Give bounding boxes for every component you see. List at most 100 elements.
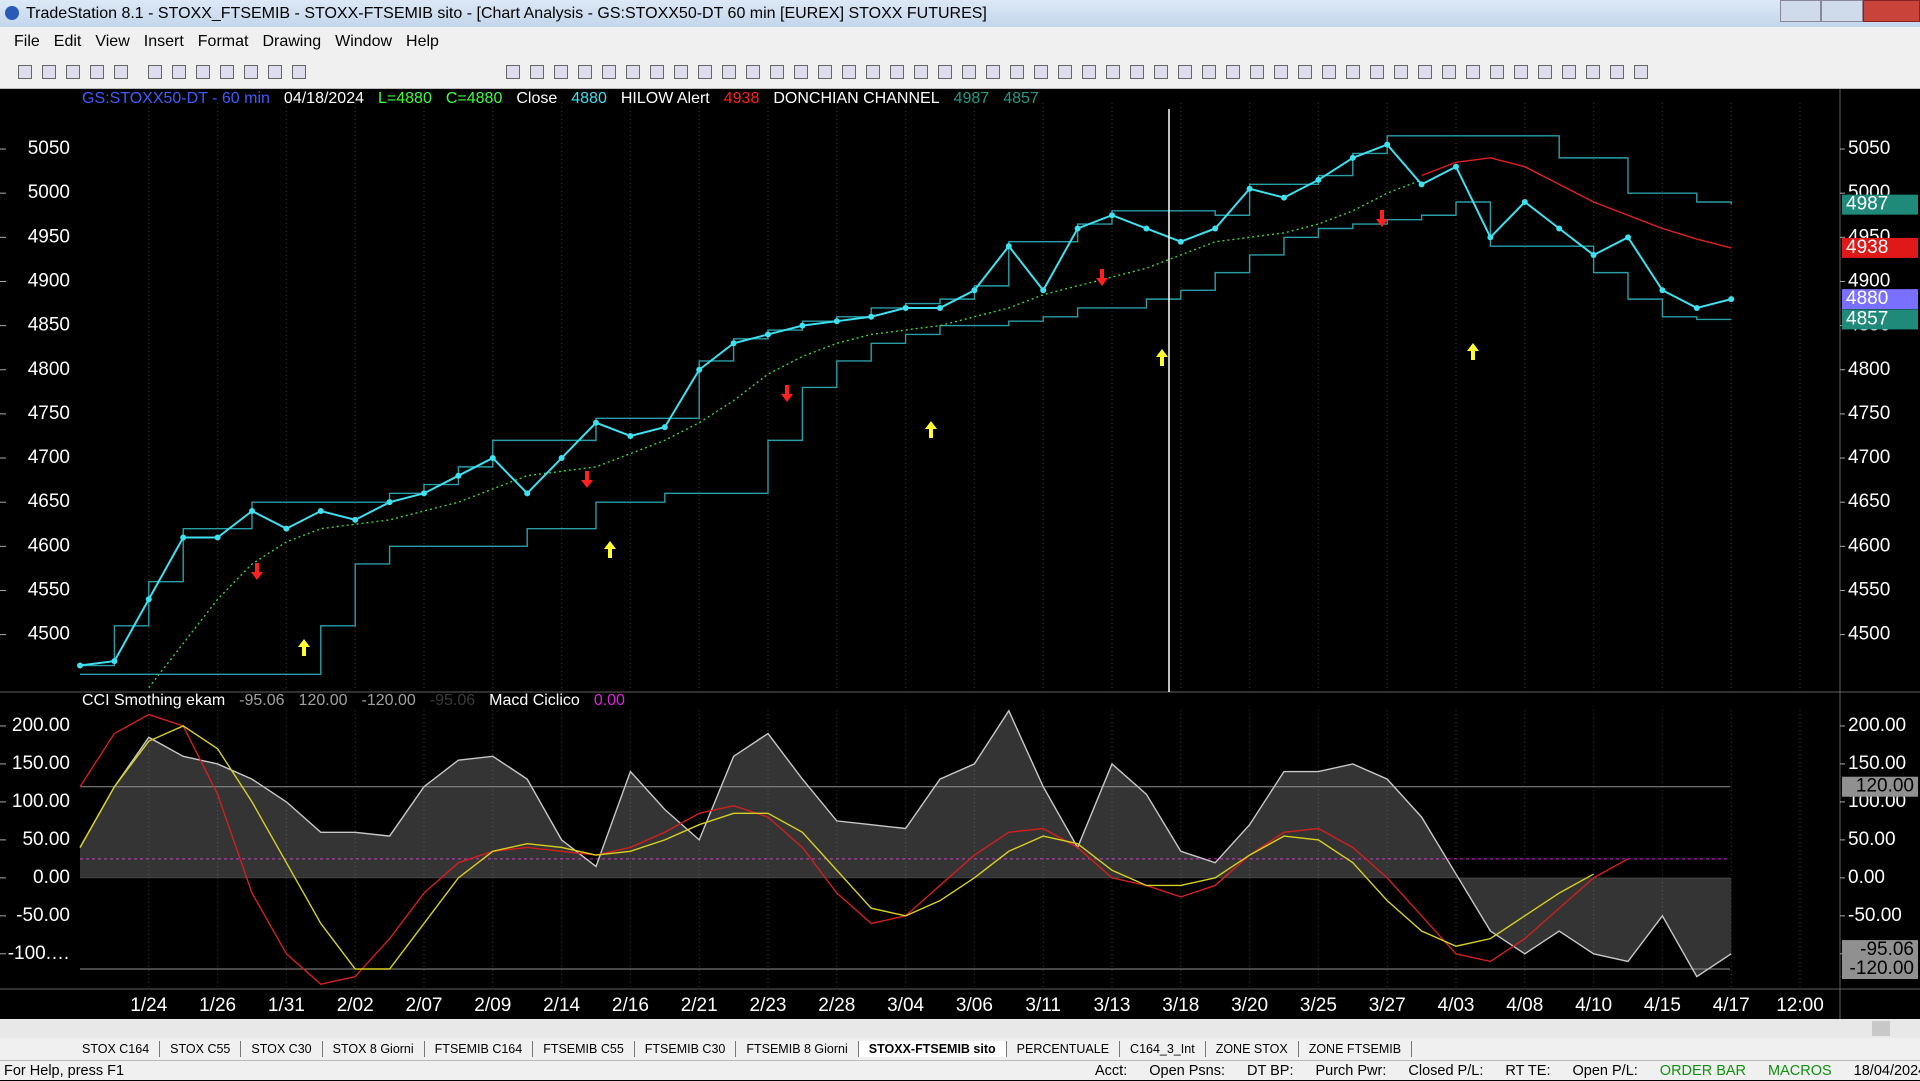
toolbar-icon[interactable] [1466, 65, 1480, 79]
toolbar-icon[interactable] [554, 65, 568, 79]
toolbar-icon[interactable] [818, 65, 832, 79]
sheet-tab[interactable]: STOX 8 Giorni [323, 1041, 425, 1057]
sheet-tab[interactable]: FTSEMIB C55 [533, 1041, 635, 1057]
value-marker [1842, 940, 1918, 961]
menu-item[interactable]: Format [197, 32, 249, 50]
toolbar-icon[interactable] [1418, 65, 1432, 79]
toolbar-icon[interactable] [244, 65, 258, 79]
minimize-button[interactable] [1780, 0, 1822, 22]
toolbar-icon[interactable] [1034, 65, 1048, 79]
toolbar-icon[interactable] [114, 65, 128, 79]
toolbar-icon[interactable] [148, 65, 162, 79]
close-button[interactable] [1862, 0, 1920, 22]
sheet-tab[interactable]: C164_3_Int [1120, 1041, 1206, 1057]
status-field: Purch Pwr: [1315, 1063, 1387, 1079]
toolbar-icon[interactable] [1058, 65, 1072, 79]
toolbar-icon[interactable] [1154, 65, 1168, 79]
header-item: 04/18/2024 [283, 90, 364, 107]
x-tick-label: 3/06 [956, 995, 993, 1016]
toolbar-icon[interactable] [1130, 65, 1144, 79]
toolbar-icon[interactable] [1490, 65, 1504, 79]
toolbar-icon[interactable] [90, 65, 104, 79]
toolbar-icon[interactable] [268, 65, 282, 79]
toolbar-icon[interactable] [196, 65, 210, 79]
maximize-button[interactable] [1821, 0, 1863, 22]
menu-item[interactable]: Help [406, 32, 439, 50]
toolbar-icon[interactable] [602, 65, 616, 79]
sheet-tab[interactable]: STOX C164 [72, 1041, 161, 1057]
toolbar-icon[interactable] [1586, 65, 1600, 79]
toolbar-icon[interactable] [530, 65, 544, 79]
toolbar-icon[interactable] [1610, 65, 1624, 79]
toolbar-icon[interactable] [1202, 65, 1216, 79]
toolbar-icon[interactable] [1562, 65, 1576, 79]
sheet-tab[interactable]: FTSEMIB 8 Giorni [736, 1041, 859, 1057]
y-tick-label: 4900 [1848, 270, 1890, 291]
toolbar-icon[interactable] [578, 65, 592, 79]
toolbar-icon[interactable] [1226, 65, 1240, 79]
toolbar-icon[interactable] [890, 65, 904, 79]
toolbar-icon[interactable] [42, 65, 56, 79]
menu-item[interactable]: Window [335, 32, 393, 50]
sheet-tab[interactable]: FTSEMIB C164 [425, 1041, 534, 1057]
level-marker [1842, 959, 1918, 980]
toolbar-icon[interactable] [1322, 65, 1336, 79]
menu-item[interactable]: Edit [53, 32, 82, 50]
menu-item[interactable]: Drawing [262, 32, 322, 50]
toolbar-icon[interactable] [506, 65, 520, 79]
toolbar-icon[interactable] [1178, 65, 1192, 79]
order-bar[interactable]: ORDER BAR [1659, 1063, 1747, 1079]
sheet-tab[interactable]: STOX C30 [241, 1041, 323, 1057]
toolbar-icon[interactable] [938, 65, 952, 79]
toolbar-icon[interactable] [842, 65, 856, 79]
toolbar-icon[interactable] [66, 65, 80, 79]
menu-item[interactable]: View [95, 32, 130, 50]
toolbar-icon[interactable] [1346, 65, 1360, 79]
toolbar-icon[interactable] [1634, 65, 1648, 79]
toolbar-icon[interactable] [674, 65, 688, 79]
sell-arrow [1096, 269, 1108, 286]
price-marker-label: 4938 [1846, 237, 1888, 258]
sheet-tab[interactable]: STOXX-FTSEMIB sito [858, 1041, 1007, 1057]
sheet-tab[interactable]: PERCENTUALE [1007, 1041, 1121, 1057]
toolbar-icon[interactable] [626, 65, 640, 79]
toolbar-icon[interactable] [698, 65, 712, 79]
toolbar-icon[interactable] [914, 65, 928, 79]
toolbar-icon[interactable] [1082, 65, 1096, 79]
header-item: GS:STOXX50-DT - 60 min [82, 90, 270, 107]
price-point [1246, 185, 1253, 192]
menu-item[interactable]: Insert [143, 32, 184, 50]
toolbar-icon[interactable] [1298, 65, 1312, 79]
toolbar-icon[interactable] [722, 65, 736, 79]
toolbar-icon[interactable] [1274, 65, 1288, 79]
toolbar-icon[interactable] [1370, 65, 1384, 79]
y-tick-label: 0.00 [1848, 867, 1885, 888]
sheet-tab[interactable]: STOX C55 [160, 1041, 242, 1057]
sheet-tab[interactable]: ZONE FTSEMIB [1299, 1041, 1413, 1057]
series-line [80, 201, 1732, 676]
toolbar-icon[interactable] [650, 65, 664, 79]
toolbar-icon[interactable] [172, 65, 186, 79]
menu-item[interactable]: File [14, 32, 40, 50]
scroll-thumb[interactable] [1872, 1021, 1890, 1036]
toolbar-icon[interactable] [986, 65, 1000, 79]
toolbar-icon[interactable] [770, 65, 784, 79]
toolbar-icon[interactable] [1250, 65, 1264, 79]
macros[interactable]: MACROS [1768, 1063, 1832, 1079]
toolbar-icon[interactable] [746, 65, 760, 79]
toolbar-icon[interactable] [1442, 65, 1456, 79]
toolbar-icon[interactable] [220, 65, 234, 79]
sheet-tab[interactable]: ZONE STOX [1206, 1041, 1299, 1057]
toolbar-icon[interactable] [292, 65, 306, 79]
toolbar-icon[interactable] [1538, 65, 1552, 79]
sheet-tab[interactable]: FTSEMIB C30 [635, 1041, 737, 1057]
toolbar-icon[interactable] [962, 65, 976, 79]
toolbar-icon[interactable] [1514, 65, 1528, 79]
toolbar-icon[interactable] [18, 65, 32, 79]
price-point [1590, 251, 1597, 258]
toolbar-icon[interactable] [794, 65, 808, 79]
toolbar-icon[interactable] [866, 65, 880, 79]
toolbar-icon[interactable] [1394, 65, 1408, 79]
toolbar-icon[interactable] [1106, 65, 1120, 79]
toolbar-icon[interactable] [1010, 65, 1024, 79]
